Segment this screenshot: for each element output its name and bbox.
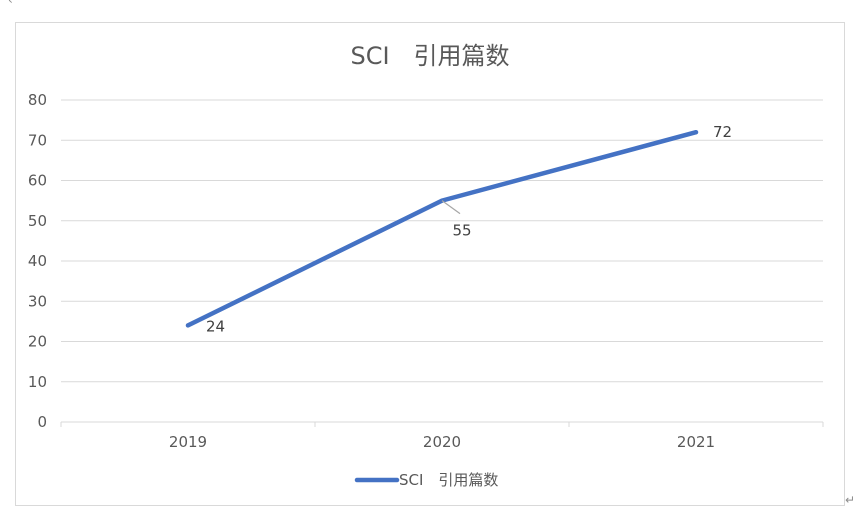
y-tick-label: 40 (28, 252, 47, 270)
series-line (185, 129, 699, 328)
y-tick-label: 10 (28, 373, 47, 391)
chart-frame (15, 22, 845, 506)
y-tick-label: 20 (28, 333, 47, 351)
data-label: 24 (206, 317, 225, 335)
paragraph-mark: ↵ (845, 493, 856, 507)
legend-label: SCI 引用篇数 (399, 471, 498, 489)
data-label: 55 (452, 222, 471, 240)
x-tick-label: 2020 (423, 433, 461, 451)
y-tick-label: 30 (28, 292, 47, 310)
corner-mark-top-left: ‹ (8, 0, 13, 7)
data-point (186, 323, 190, 328)
y-tick-label: 60 (28, 172, 47, 190)
data-point (694, 130, 698, 135)
x-tick-label: 2021 (677, 433, 715, 451)
y-tick-label: 80 (28, 91, 47, 109)
y-tick-label: 70 (28, 131, 47, 149)
y-tick-label: 50 (28, 212, 47, 230)
chart-title: SCI 引用篇数 (350, 42, 509, 70)
data-label-leader-line (441, 200, 461, 215)
y-tick-label: 0 (37, 413, 47, 431)
data-label: 72 (713, 123, 732, 141)
x-tick-label: 2019 (169, 433, 207, 451)
